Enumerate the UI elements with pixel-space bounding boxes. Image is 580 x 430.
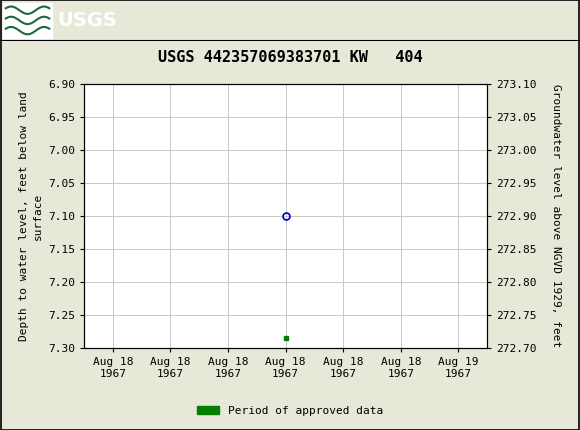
FancyBboxPatch shape [3, 3, 52, 37]
Y-axis label: Depth to water level, feet below land
surface: Depth to water level, feet below land su… [19, 91, 42, 341]
Y-axis label: Groundwater level above NGVD 1929, feet: Groundwater level above NGVD 1929, feet [550, 84, 561, 348]
Legend: Period of approved data: Period of approved data [193, 401, 387, 420]
Text: USGS: USGS [57, 11, 117, 30]
Text: USGS 442357069383701 KW   404: USGS 442357069383701 KW 404 [158, 49, 422, 64]
